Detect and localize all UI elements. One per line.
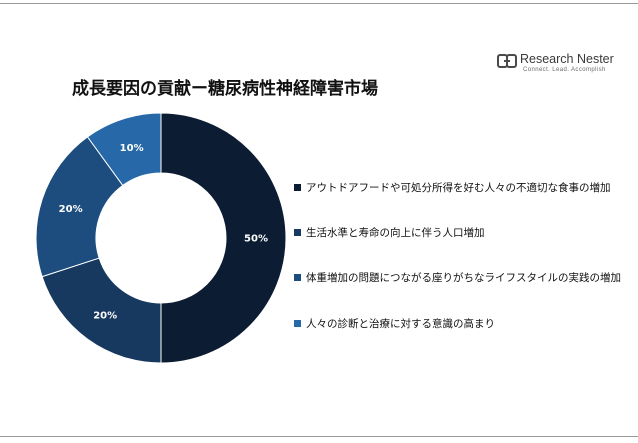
legend-item-3: 体重増加の問題につながる座りがちなライフスタイルの実践の増加 (294, 270, 624, 287)
donut-slice-4 (86, 113, 162, 187)
legend-item-2: 生活水準と寿命の向上に伴う人口増加 (294, 225, 624, 242)
research-nester-logo: Research Nester Connect. Lead. Accomplis… (497, 52, 627, 82)
slice-label-2: 20% (93, 310, 117, 321)
legend-swatch-1 (294, 184, 301, 191)
slice-label-1: 50% (244, 234, 268, 245)
slice-label-4: 10% (120, 143, 144, 154)
slice-label-3: 20% (59, 204, 83, 215)
legend-swatch-2 (294, 229, 301, 236)
bottom-divider (0, 436, 638, 437)
legend-label-2: 生活水準と寿命の向上に伴う人口増加 (306, 227, 485, 239)
research-nester-logo-mark-icon (497, 54, 517, 68)
legend-item-4: 人々の診断と治療に対する意識の高まり (294, 316, 624, 333)
legend-label-4: 人々の診断と治療に対する意識の高まり (306, 318, 495, 330)
legend-label-3: 体重増加の問題につながる座りがちなライフスタイルの実践の増加 (306, 272, 621, 284)
legend-swatch-3 (294, 274, 301, 281)
top-divider (0, 3, 638, 4)
donut-slice-1 (160, 113, 287, 364)
legend-item-1: アウトドアフードや可処分所得を好む人々の不適切な食事の増加 (294, 180, 624, 197)
donut-chart: 50% 20% 20% 10% (36, 113, 287, 364)
legend-label-1: アウトドアフードや可処分所得を好む人々の不適切な食事の増加 (306, 182, 611, 194)
logo-tagline: Connect. Lead. Accomplish (523, 67, 606, 73)
logo-name: Research Nester (520, 52, 614, 66)
chart-title: 成長要因の貢献ー糖尿病性神経障害市場 (72, 79, 378, 99)
legend-swatch-4 (294, 320, 301, 327)
